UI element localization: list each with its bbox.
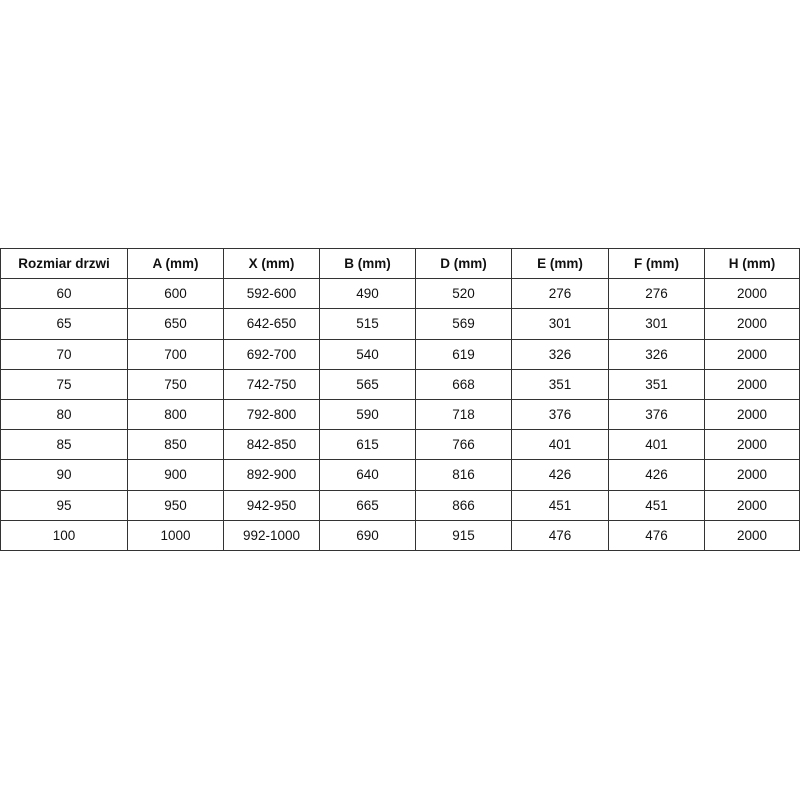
table-cell: 326 [511,338,609,370]
table-cell: 401 [608,429,705,461]
table-cell: 942-950 [223,489,320,521]
table-cell: 376 [608,398,705,431]
table-cell: 490 [319,278,416,310]
table-row: 95 950 942-950 665 866 451 451 2000 [0,489,800,521]
column-header: B (mm) [319,247,416,280]
table-cell: 515 [319,308,416,340]
table-cell: 2000 [704,459,800,491]
table-row: 60 600 592-600 490 520 276 276 2000 [0,278,800,310]
table-cell: 301 [608,308,705,340]
table-cell: 750 [127,368,224,400]
table-cell: 476 [608,519,705,551]
table-cell: 520 [415,278,512,310]
table-cell: 915 [415,519,512,551]
table-cell: 476 [511,519,609,551]
table-row: 75 750 742-750 565 668 351 351 2000 [0,368,800,400]
table-cell: 565 [319,368,416,400]
table-cell: 70 [0,338,128,370]
table-cell: 426 [608,459,705,491]
column-header: Rozmiar drzwi [0,247,128,280]
dimensions-table: Rozmiar drzwi A (mm) X (mm) B (mm) D (mm) E (… [0,247,800,551]
table-cell: 992-1000 [223,519,320,551]
table-cell: 276 [608,278,705,310]
table-cell: 650 [127,308,224,340]
table-cell: 100 [0,519,128,551]
table-cell: 866 [415,489,512,521]
table-cell: 900 [127,459,224,491]
table-cell: 742-750 [223,368,320,400]
table-cell: 75 [0,368,128,400]
table-cell: 665 [319,489,416,521]
table-cell: 451 [608,489,705,521]
table-cell: 376 [511,398,609,431]
table-cell: 892-900 [223,459,320,491]
table-cell: 301 [511,308,609,340]
table-cell: 2000 [704,308,800,340]
table-cell: 2000 [704,398,800,431]
table-cell: 668 [415,368,512,400]
table-cell: 451 [511,489,609,521]
table-cell: 842-850 [223,429,320,461]
table-row: 90 900 892-900 640 816 426 426 2000 [0,459,800,491]
table-cell: 351 [511,368,609,400]
table-cell: 718 [415,398,512,431]
table-cell: 276 [511,278,609,310]
column-header: H (mm) [704,247,800,280]
table-cell: 2000 [704,519,800,551]
table-cell: 2000 [704,278,800,310]
table-cell: 619 [415,338,512,370]
table-cell: 816 [415,459,512,491]
table-cell: 766 [415,429,512,461]
column-header: F (mm) [608,247,705,280]
table-cell: 351 [608,368,705,400]
table-cell: 1000 [127,519,224,551]
column-header: A (mm) [127,247,224,280]
table-cell: 326 [608,338,705,370]
table-cell: 800 [127,398,224,431]
table-cell: 700 [127,338,224,370]
table-cell: 85 [0,429,128,461]
table-cell: 615 [319,429,416,461]
table-row: 100 1000 992-1000 690 915 476 476 2000 [0,519,800,551]
column-header: D (mm) [415,247,512,280]
table-cell: 590 [319,398,416,431]
column-header: E (mm) [511,247,609,280]
table-cell: 60 [0,278,128,310]
table-row: 65 650 642-650 515 569 301 301 2000 [0,308,800,340]
header-row: Rozmiar drzwi A (mm) X (mm) B (mm) D (mm) E (… [0,247,800,280]
table-cell: 850 [127,429,224,461]
column-header: X (mm) [223,247,320,280]
table-cell: 2000 [704,368,800,400]
table-cell: 2000 [704,429,800,461]
table-cell: 640 [319,459,416,491]
table-cell: 600 [127,278,224,310]
table-row: 80 800 792-800 590 718 376 376 2000 [0,398,800,431]
table-cell: 90 [0,459,128,491]
table-cell: 569 [415,308,512,340]
table-cell: 792-800 [223,398,320,431]
table-cell: 642-650 [223,308,320,340]
table-cell: 80 [0,398,128,431]
table-cell: 2000 [704,338,800,370]
table-cell: 692-700 [223,338,320,370]
table-cell: 540 [319,338,416,370]
table-cell: 592-600 [223,278,320,310]
table-cell: 95 [0,489,128,521]
table-cell: 950 [127,489,224,521]
table-cell: 401 [511,429,609,461]
table-cell: 2000 [704,489,800,521]
table-cell: 65 [0,308,128,340]
table-row: 85 850 842-850 615 766 401 401 2000 [0,429,800,461]
table-row: 70 700 692-700 540 619 326 326 2000 [0,338,800,370]
table-cell: 690 [319,519,416,551]
table-cell: 426 [511,459,609,491]
